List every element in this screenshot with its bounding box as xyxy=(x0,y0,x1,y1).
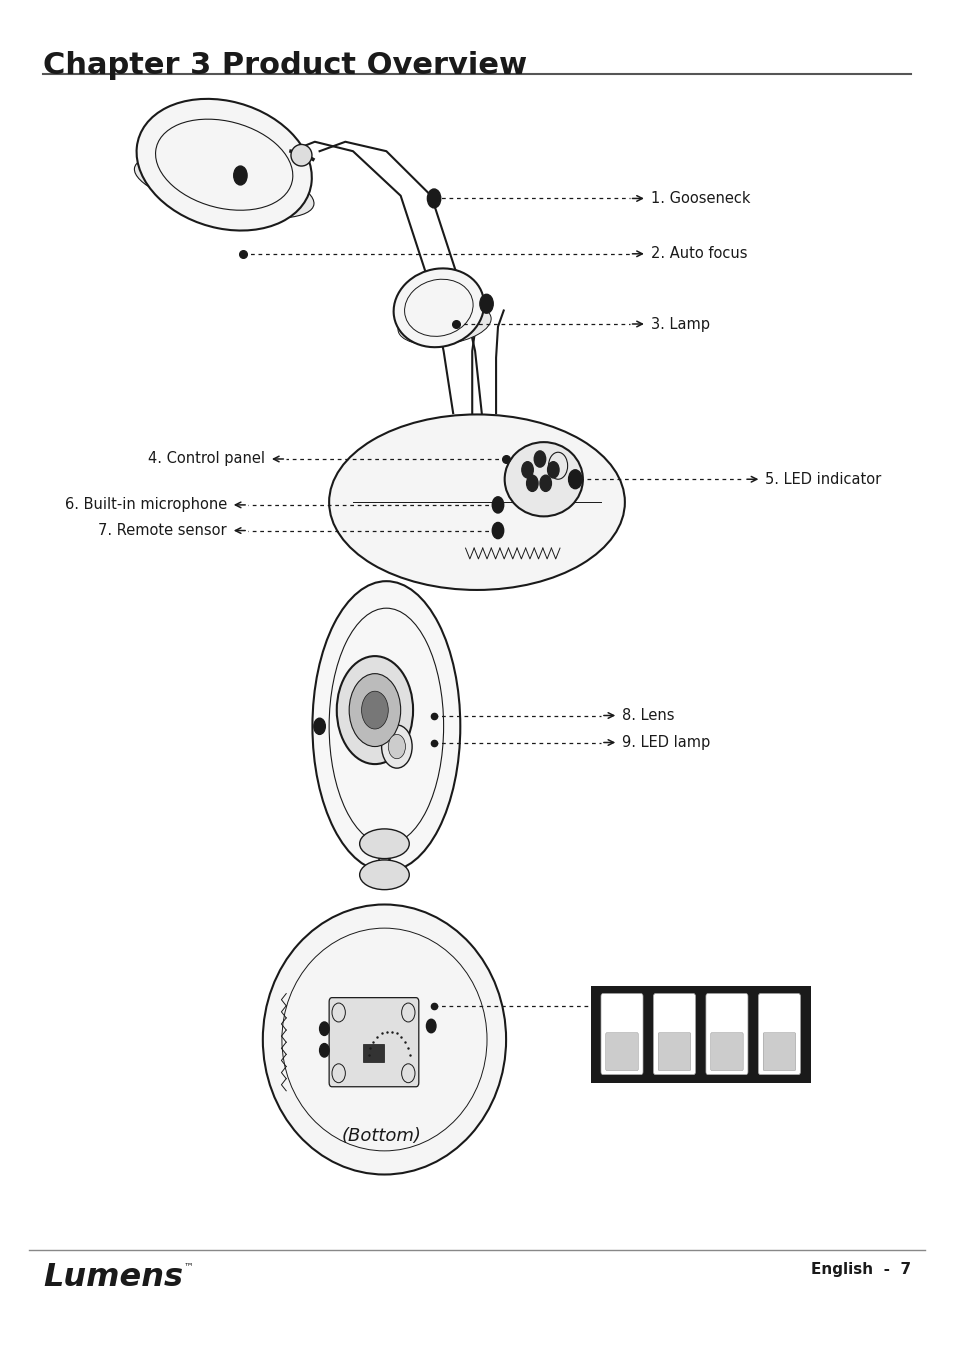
Text: 8. Lens: 8. Lens xyxy=(621,707,674,724)
FancyBboxPatch shape xyxy=(362,1044,383,1062)
Text: 6. Built-in microphone: 6. Built-in microphone xyxy=(65,497,227,513)
FancyBboxPatch shape xyxy=(658,1033,690,1071)
Text: 5. LED indicator: 5. LED indicator xyxy=(764,471,881,487)
Ellipse shape xyxy=(359,829,409,859)
Text: 9. LED lamp: 9. LED lamp xyxy=(621,734,710,751)
Text: ™: ™ xyxy=(183,1261,193,1270)
Text: 1. Gooseneck: 1. Gooseneck xyxy=(650,190,749,207)
Circle shape xyxy=(319,1044,329,1057)
Ellipse shape xyxy=(136,99,312,231)
Circle shape xyxy=(381,725,412,768)
Ellipse shape xyxy=(329,414,624,590)
Circle shape xyxy=(426,1019,436,1033)
Circle shape xyxy=(427,189,440,208)
FancyBboxPatch shape xyxy=(758,994,800,1075)
FancyBboxPatch shape xyxy=(710,1033,742,1071)
Ellipse shape xyxy=(263,904,505,1174)
Text: 7. Remote sensor: 7. Remote sensor xyxy=(98,522,227,539)
Circle shape xyxy=(547,462,558,478)
Text: (Bottom): (Bottom) xyxy=(341,1127,421,1145)
Circle shape xyxy=(539,475,551,491)
FancyBboxPatch shape xyxy=(653,994,695,1075)
Ellipse shape xyxy=(394,269,483,347)
Text: 3. Lamp: 3. Lamp xyxy=(650,316,709,332)
Circle shape xyxy=(388,734,405,759)
Text: English  -  7: English - 7 xyxy=(810,1262,910,1277)
FancyBboxPatch shape xyxy=(329,998,418,1087)
Text: 2. Auto focus: 2. Auto focus xyxy=(650,246,746,262)
Text: Lumens: Lumens xyxy=(43,1262,183,1293)
FancyBboxPatch shape xyxy=(591,986,810,1083)
Circle shape xyxy=(534,451,545,467)
Text: Chapter 3 Product Overview: Chapter 3 Product Overview xyxy=(43,51,526,80)
Text: 10. DIP switch setting: 10. DIP switch setting xyxy=(621,998,781,1014)
Circle shape xyxy=(233,166,247,185)
FancyBboxPatch shape xyxy=(600,994,642,1075)
FancyBboxPatch shape xyxy=(762,1033,795,1071)
Ellipse shape xyxy=(359,860,409,890)
Ellipse shape xyxy=(134,154,314,219)
Circle shape xyxy=(526,475,537,491)
Circle shape xyxy=(479,294,493,313)
Circle shape xyxy=(349,674,400,747)
FancyBboxPatch shape xyxy=(705,994,747,1075)
Ellipse shape xyxy=(504,443,582,517)
Ellipse shape xyxy=(313,580,460,872)
Text: 4. Control panel: 4. Control panel xyxy=(148,451,265,467)
Circle shape xyxy=(492,497,503,513)
FancyBboxPatch shape xyxy=(605,1033,638,1071)
Circle shape xyxy=(521,462,533,478)
Ellipse shape xyxy=(397,302,491,346)
Circle shape xyxy=(314,718,325,734)
Circle shape xyxy=(492,522,503,539)
Circle shape xyxy=(319,1022,329,1035)
Circle shape xyxy=(568,470,581,489)
Circle shape xyxy=(336,656,413,764)
Ellipse shape xyxy=(291,144,312,166)
Circle shape xyxy=(361,691,388,729)
